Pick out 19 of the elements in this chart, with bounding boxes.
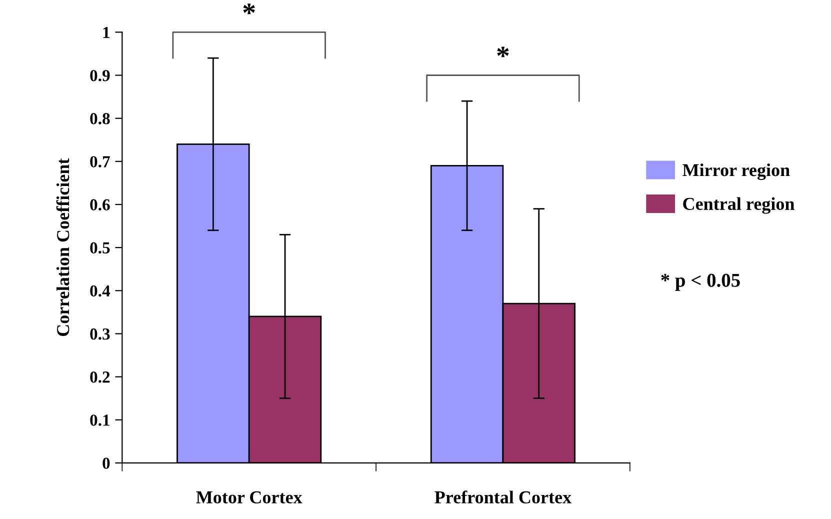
y-tick-label: 0.5 (90, 242, 110, 254)
y-tick-label: 1 (103, 26, 110, 38)
legend-label: Mirror region (682, 164, 790, 180)
y-tick-label: 0 (102, 458, 110, 469)
y-tick-label: 0.6 (90, 199, 110, 211)
y-tick-label: 0.3 (90, 328, 110, 340)
text: * (243, 4, 255, 14)
text: * p < 0.05 (661, 274, 740, 291)
y-tick-label: 0.4 (90, 285, 110, 297)
y-tick-label: 0.2 (90, 371, 110, 383)
y-axis-title: Correlation Coefficient (56, 158, 70, 336)
y-tick-label: 0.8 (90, 113, 110, 124)
annotation: * (497, 46, 509, 58)
y-tick-label: 0.7 (90, 156, 110, 168)
y-tick-label: 0.9 (90, 70, 110, 82)
legend-label: Central region (683, 197, 794, 214)
x-tick-label: Motor Cortex (196, 491, 302, 504)
x-tick-label: Prefrontal Cortex (434, 490, 572, 504)
y-tick-label: 0.1 (90, 414, 110, 426)
